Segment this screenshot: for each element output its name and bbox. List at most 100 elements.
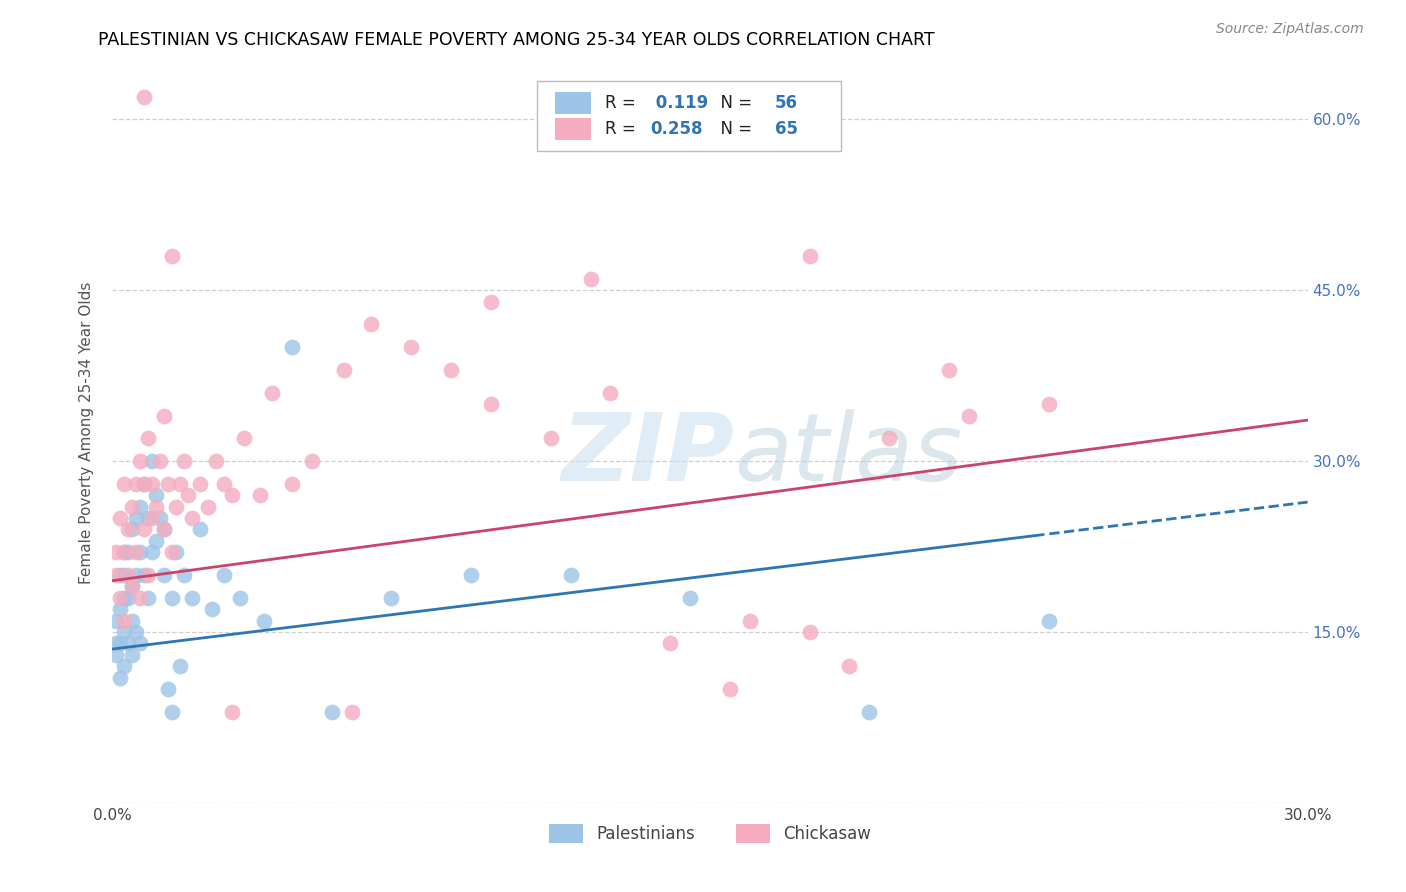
Point — [134, 476, 156, 491]
Point — [145, 488, 167, 502]
Point — [121, 579, 143, 593]
Point — [141, 476, 163, 491]
Text: PALESTINIAN VS CHICKASAW FEMALE POVERTY AMONG 25-34 YEAR OLDS CORRELATION CHART: PALESTINIAN VS CHICKASAW FEMALE POVERTY … — [98, 31, 935, 49]
Point — [181, 591, 204, 605]
Point — [249, 488, 271, 502]
Point — [229, 591, 252, 605]
Point — [114, 545, 135, 559]
Point — [718, 681, 741, 696]
Point — [129, 500, 152, 514]
Point — [125, 568, 148, 582]
Point — [281, 340, 304, 354]
Point — [145, 533, 167, 548]
Point — [129, 454, 152, 468]
Point — [181, 511, 204, 525]
Point — [169, 659, 191, 673]
Point — [197, 500, 219, 514]
Point — [145, 500, 167, 514]
Point — [125, 511, 148, 525]
Point — [125, 624, 148, 639]
Point — [153, 523, 176, 537]
Point — [221, 705, 243, 719]
Point — [340, 705, 363, 719]
Point — [479, 294, 502, 309]
Point — [105, 614, 128, 628]
Point — [679, 591, 702, 605]
Point — [188, 523, 211, 537]
Point — [579, 272, 602, 286]
Point — [134, 568, 156, 582]
Point — [360, 318, 382, 332]
Y-axis label: Female Poverty Among 25-34 Year Olds: Female Poverty Among 25-34 Year Olds — [79, 282, 94, 583]
Point — [153, 409, 176, 423]
Point — [129, 591, 152, 605]
Point — [212, 476, 235, 491]
Point — [162, 705, 183, 719]
Point — [401, 340, 423, 354]
Point — [799, 249, 821, 263]
Point — [738, 614, 761, 628]
Point — [879, 431, 901, 445]
Point — [138, 591, 160, 605]
Point — [659, 636, 682, 650]
Text: N =: N = — [710, 95, 758, 112]
Point — [838, 659, 860, 673]
Point — [117, 545, 139, 559]
Point — [110, 671, 132, 685]
Point — [188, 476, 211, 491]
Point — [105, 648, 128, 662]
Point — [165, 545, 187, 559]
Point — [105, 545, 128, 559]
Point — [114, 568, 135, 582]
Point — [599, 385, 621, 400]
Text: 0.258: 0.258 — [651, 120, 703, 138]
Point — [138, 511, 160, 525]
Point — [957, 409, 980, 423]
Text: 65: 65 — [775, 120, 797, 138]
Point — [117, 568, 139, 582]
Text: Source: ZipAtlas.com: Source: ZipAtlas.com — [1216, 22, 1364, 37]
Point — [110, 602, 132, 616]
Point — [114, 614, 135, 628]
Point — [121, 500, 143, 514]
Point — [162, 545, 183, 559]
Point — [858, 705, 880, 719]
Bar — [554, 118, 591, 140]
Point — [162, 591, 183, 605]
Point — [117, 636, 139, 650]
Point — [114, 476, 135, 491]
Point — [110, 568, 132, 582]
Point — [221, 488, 243, 502]
Point — [1038, 614, 1060, 628]
Point — [321, 705, 343, 719]
Point — [301, 454, 323, 468]
Text: 0.119: 0.119 — [651, 95, 709, 112]
Point — [134, 476, 156, 491]
Point — [121, 523, 143, 537]
Point — [281, 476, 304, 491]
Point — [121, 614, 143, 628]
Point — [114, 545, 135, 559]
Point — [157, 476, 180, 491]
Point — [212, 568, 235, 582]
Point — [138, 431, 160, 445]
Point — [114, 659, 135, 673]
Bar — [537, 81, 841, 152]
Point — [479, 397, 502, 411]
Point — [205, 454, 228, 468]
Point — [117, 523, 139, 537]
Point — [141, 545, 163, 559]
Point — [938, 363, 960, 377]
Point — [110, 636, 132, 650]
Text: ZIP: ZIP — [561, 409, 734, 500]
Point — [153, 568, 176, 582]
Point — [1038, 397, 1060, 411]
Text: atlas: atlas — [734, 409, 962, 500]
Point — [149, 511, 172, 525]
Point — [440, 363, 463, 377]
Point — [380, 591, 402, 605]
Point — [105, 636, 128, 650]
Text: R =: R = — [605, 95, 641, 112]
Point — [157, 681, 180, 696]
Point — [253, 614, 276, 628]
